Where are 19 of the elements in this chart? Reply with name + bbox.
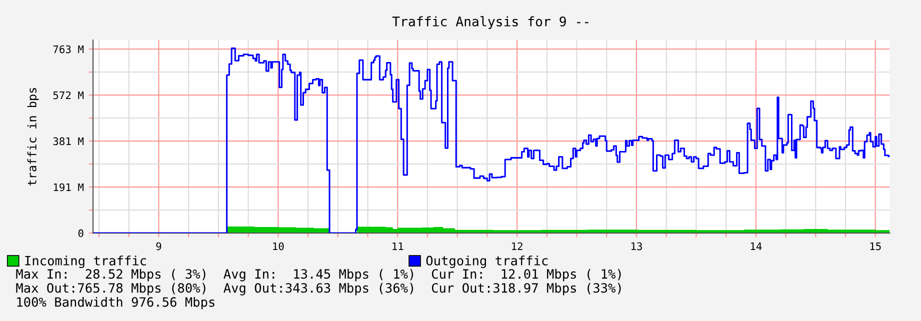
x-tick-label: 10	[273, 242, 284, 250]
text: Max Out:765.78 Mbps (80%) Avg Out:343.63 Mbps (36%) Cur Out:318.97 Mbps (33%)	[16, 282, 621, 296]
y-tick-label: 191 M	[54, 183, 84, 192]
y-tick-label: 763 M	[53, 45, 84, 54]
legend-label: Outgoing traffic	[426, 256, 548, 268]
y-tick-label: 381 M	[53, 137, 84, 146]
x-tick-label: 13	[631, 242, 642, 250]
y-tick-label: 572 M	[53, 91, 84, 100]
x-tick-label: 15	[870, 242, 881, 250]
text: 100% Bandwidth 976.56 Mbps	[17, 296, 214, 310]
x-tick-label: 9	[156, 242, 162, 250]
chart-title: Traffic Analysis for 9 --	[392, 16, 588, 29]
legend-label: Incoming traffic	[25, 256, 146, 268]
y-axis-title: traffic in bps	[27, 88, 39, 186]
x-tick-label: 11	[392, 242, 404, 250]
x-tick-label: 14	[750, 242, 762, 250]
y-tick-label: 0	[78, 229, 84, 238]
text: Max In: 28.52 Mbps ( 3%) Avg In: 13.45 Mbps ( 1%) Cur In: 12.01 Mbps ( 1%)	[16, 268, 621, 282]
x-tick-label: 12	[512, 242, 522, 250]
